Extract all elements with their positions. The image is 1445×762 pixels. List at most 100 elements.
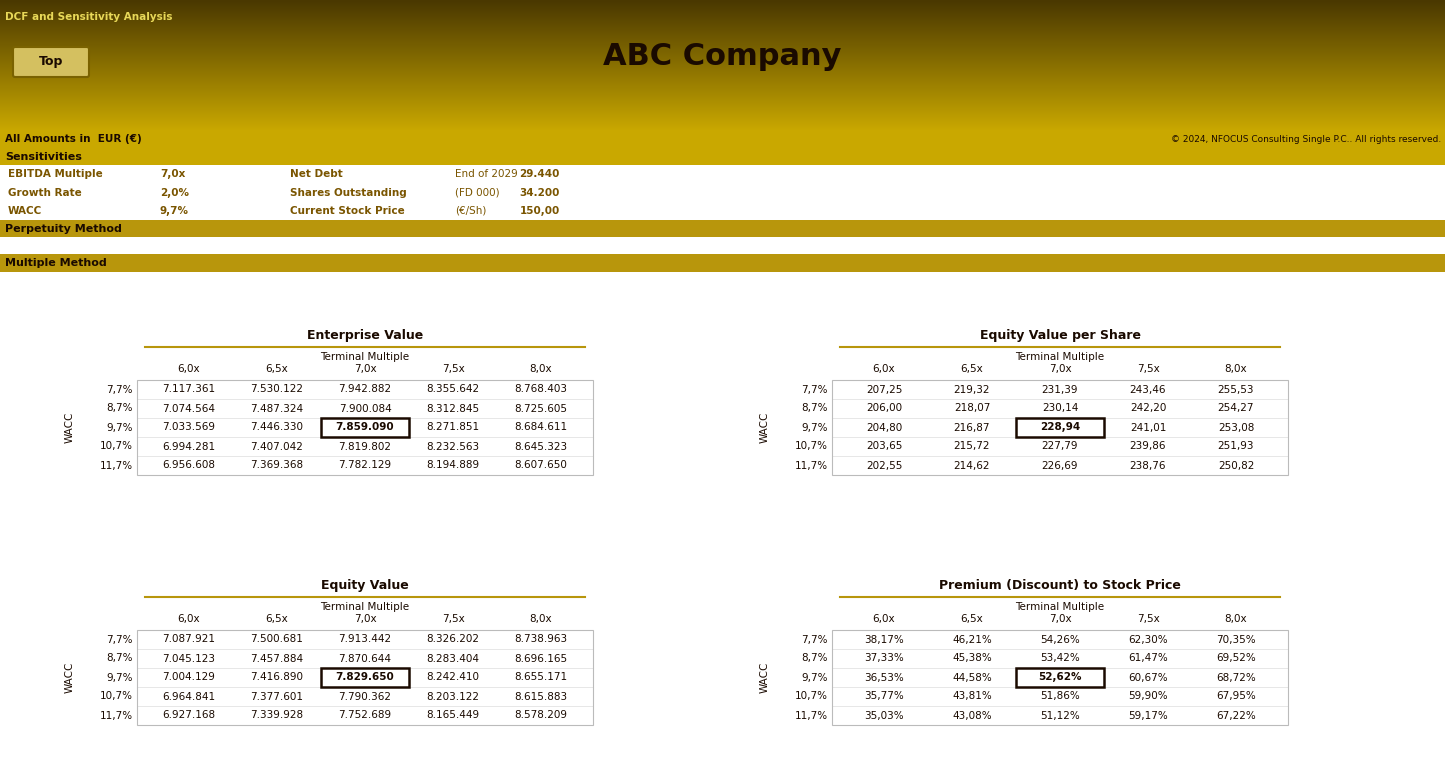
Text: 6,5x: 6,5x <box>961 364 984 374</box>
Bar <box>0 65 1445 66</box>
Bar <box>0 115 1445 116</box>
Bar <box>0 82 1445 83</box>
Bar <box>0 3 1445 4</box>
Bar <box>0 78 1445 79</box>
Bar <box>0 105 1445 106</box>
Bar <box>0 51 1445 52</box>
Bar <box>137 630 592 725</box>
Text: 8.684.611: 8.684.611 <box>514 422 568 433</box>
Text: 61,47%: 61,47% <box>1129 654 1168 664</box>
Text: 8,0x: 8,0x <box>530 364 552 374</box>
Text: 10,7%: 10,7% <box>795 691 828 702</box>
Text: 8.312.845: 8.312.845 <box>426 404 480 414</box>
Text: 43,81%: 43,81% <box>952 691 991 702</box>
Text: 7.087.921: 7.087.921 <box>162 635 215 645</box>
Bar <box>0 53 1445 54</box>
Bar <box>0 16 1445 17</box>
Bar <box>0 29 1445 30</box>
Text: 9,7%: 9,7% <box>160 206 189 216</box>
Text: 69,52%: 69,52% <box>1217 654 1256 664</box>
Text: 7,7%: 7,7% <box>802 635 828 645</box>
Text: 7.870.644: 7.870.644 <box>338 654 392 664</box>
Text: 7.859.090: 7.859.090 <box>335 422 394 433</box>
Bar <box>0 107 1445 108</box>
Text: 7.074.564: 7.074.564 <box>162 404 215 414</box>
Bar <box>0 81 1445 82</box>
Bar <box>0 122 1445 123</box>
Bar <box>0 89 1445 90</box>
Text: 7,7%: 7,7% <box>107 635 133 645</box>
Text: Terminal Multiple: Terminal Multiple <box>1016 602 1104 612</box>
Text: Net Debt: Net Debt <box>290 169 342 179</box>
Bar <box>0 35 1445 36</box>
Text: 6.956.608: 6.956.608 <box>162 460 215 470</box>
Text: 218,07: 218,07 <box>954 404 990 414</box>
Bar <box>0 120 1445 121</box>
Bar <box>0 13 1445 14</box>
Bar <box>0 70 1445 71</box>
Text: © 2024, NFOCUS Consulting Single P.C.. All rights reserved.: © 2024, NFOCUS Consulting Single P.C.. A… <box>1170 135 1441 143</box>
Bar <box>0 21 1445 22</box>
Text: Enterprise Value: Enterprise Value <box>306 329 423 342</box>
Text: WACC: WACC <box>760 662 770 693</box>
Bar <box>321 418 409 437</box>
Bar <box>0 90 1445 91</box>
Bar <box>0 2 1445 3</box>
Text: 242,20: 242,20 <box>1130 404 1166 414</box>
Text: 36,53%: 36,53% <box>864 673 905 683</box>
Text: 51,86%: 51,86% <box>1040 691 1079 702</box>
Text: 7,0x: 7,0x <box>354 364 376 374</box>
Text: 7.913.442: 7.913.442 <box>338 635 392 645</box>
Text: 37,33%: 37,33% <box>864 654 905 664</box>
Bar <box>0 0 1445 1</box>
Bar <box>0 59 1445 60</box>
Text: 59,90%: 59,90% <box>1129 691 1168 702</box>
Text: 6,5x: 6,5x <box>266 614 289 624</box>
Bar <box>0 98 1445 99</box>
Text: 38,17%: 38,17% <box>864 635 905 645</box>
Bar <box>0 39 1445 40</box>
Bar <box>0 100 1445 101</box>
Text: 203,65: 203,65 <box>866 441 902 452</box>
Bar <box>0 43 1445 44</box>
Bar <box>0 272 1445 762</box>
Bar <box>0 112 1445 113</box>
Text: 253,08: 253,08 <box>1218 422 1254 433</box>
Text: 9,7%: 9,7% <box>107 422 133 433</box>
Bar <box>0 125 1445 126</box>
Bar <box>0 220 1445 237</box>
Bar <box>0 61 1445 62</box>
Text: 8.607.650: 8.607.650 <box>514 460 568 470</box>
Text: Sensitivities: Sensitivities <box>4 152 82 162</box>
Bar <box>0 49 1445 50</box>
Text: WACC: WACC <box>9 206 42 216</box>
Text: 67,95%: 67,95% <box>1217 691 1256 702</box>
Bar <box>0 45 1445 46</box>
Bar <box>0 114 1445 115</box>
Text: 11,7%: 11,7% <box>795 710 828 721</box>
Text: 29.440: 29.440 <box>520 169 561 179</box>
Text: 216,87: 216,87 <box>954 422 990 433</box>
Bar <box>0 92 1445 93</box>
Text: 8.355.642: 8.355.642 <box>426 385 480 395</box>
Text: 7,0x: 7,0x <box>160 169 185 179</box>
Text: 6,5x: 6,5x <box>961 614 984 624</box>
Bar <box>0 94 1445 95</box>
Text: 59,17%: 59,17% <box>1129 710 1168 721</box>
Bar <box>0 26 1445 27</box>
Text: 7.407.042: 7.407.042 <box>250 441 303 452</box>
Bar <box>0 10 1445 11</box>
Bar <box>0 119 1445 120</box>
Bar <box>0 101 1445 102</box>
Text: Shares Outstanding: Shares Outstanding <box>290 187 406 197</box>
Bar <box>0 148 1445 165</box>
Bar <box>0 118 1445 119</box>
Text: WACC: WACC <box>65 662 75 693</box>
Bar <box>0 4 1445 5</box>
Bar <box>0 123 1445 124</box>
Text: 7.339.928: 7.339.928 <box>250 710 303 721</box>
Bar <box>0 111 1445 112</box>
Bar <box>0 42 1445 43</box>
Text: 8.271.851: 8.271.851 <box>426 422 480 433</box>
Text: 8.232.563: 8.232.563 <box>426 441 480 452</box>
